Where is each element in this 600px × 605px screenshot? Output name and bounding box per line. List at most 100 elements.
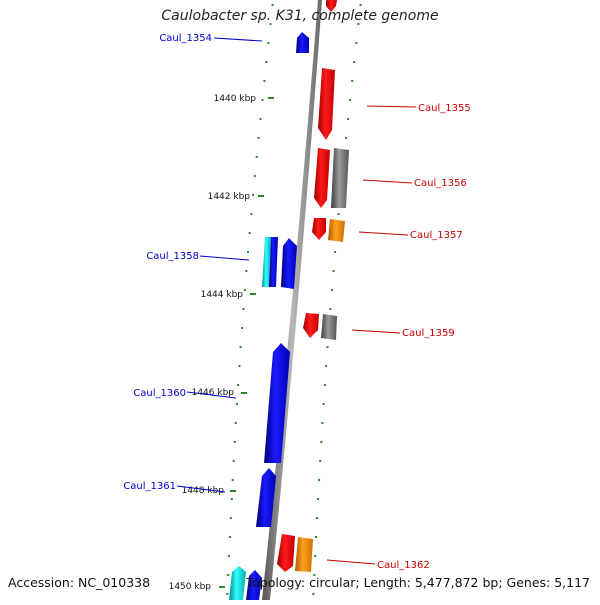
right-tick-dot: [355, 42, 358, 44]
page-title: Caulobacter sp. K31, complete genome: [161, 8, 439, 24]
right-tick-dot: [312, 593, 315, 595]
topology-text: Topology: circular; Length: 5,477,872 bp…: [246, 575, 590, 590]
left-tick-dot: [257, 137, 260, 139]
left-tick-dot: [239, 346, 242, 348]
gene-label-caul-1356[interactable]: Caul_1356: [414, 178, 467, 189]
gene-caul-1359[interactable]: [303, 313, 337, 340]
gene-caul-1360[interactable]: [264, 343, 290, 463]
gene-label-caul-1362[interactable]: Caul_1362: [377, 560, 430, 571]
scale-label: 1442 kbp: [208, 192, 251, 202]
right-tick-dot: [322, 403, 325, 405]
gene-caul-1355[interactable]: [318, 68, 335, 140]
scale-label: 1444 kbp: [201, 290, 244, 300]
scale-label: 1448 kbp: [182, 486, 225, 496]
right-tick-dot: [321, 422, 324, 424]
gene-label-caul-1361[interactable]: Caul_1361: [123, 481, 176, 492]
callout-lines: [176, 37, 417, 565]
scale-label: 1440 kbp: [214, 94, 257, 104]
left-tick-dot: [233, 441, 236, 443]
right-tick-track: [312, 4, 362, 595]
left-tick-dot: [261, 99, 264, 101]
left-tick-dot: [259, 118, 262, 120]
gene-caul-1358[interactable]: [262, 237, 297, 289]
left-tick-dot: [248, 232, 251, 234]
left-tick-dot: [269, 23, 272, 25]
left-tick-dot: [228, 555, 230, 557]
right-tick-dot: [319, 460, 322, 462]
left-tick-dot: [237, 384, 240, 386]
left-tick-dot: [232, 460, 235, 462]
left-tick-dot: [231, 479, 234, 481]
gene-label-caul-1358[interactable]: Caul_1358: [146, 251, 199, 262]
left-tick-dot: [252, 194, 254, 196]
right-tick-dot: [318, 479, 321, 481]
right-tick-dot: [345, 137, 348, 139]
right-tick-dot: [332, 270, 335, 272]
gene-caul-1356[interactable]: [314, 148, 349, 208]
left-tick-track: [226, 4, 274, 595]
left-tick-dot: [238, 365, 241, 367]
right-tick-dot: [315, 536, 318, 538]
gene-feature-bottom-partial[interactable]: [229, 566, 262, 600]
gene-label-caul-1357[interactable]: Caul_1357: [410, 230, 463, 241]
scale-1442: 1442 kbp: [208, 192, 264, 202]
right-tick-dot: [349, 99, 352, 101]
scale-1440: 1440 kbp: [214, 94, 274, 104]
left-tick-dot: [241, 327, 243, 329]
right-tick-dot: [359, 4, 362, 6]
right-tick-dot: [337, 213, 340, 215]
left-tick-dot: [242, 308, 245, 310]
left-tick-dot: [230, 498, 233, 500]
right-tick-dot: [316, 517, 319, 519]
left-tick-dot: [226, 593, 229, 595]
scale-1448: 1448 kbp: [182, 486, 236, 496]
gene-label-caul-1355[interactable]: Caul_1355: [418, 103, 471, 114]
right-tick-dot: [334, 251, 337, 253]
right-tick-dot: [317, 498, 320, 500]
scale-1450: 1450 kbp: [169, 582, 225, 592]
right-tick-dot: [353, 61, 356, 63]
left-tick-dot: [267, 42, 270, 44]
left-tick-dot: [255, 156, 258, 158]
right-tick-dot: [323, 384, 326, 386]
scale-label: 1450 kbp: [169, 582, 212, 592]
accession-text: Accession: NC_010338: [8, 575, 151, 590]
gene-caul-1354[interactable]: [296, 32, 309, 53]
right-tick-dot: [357, 23, 360, 25]
left-tick-dot: [234, 422, 237, 424]
right-tick-dot: [330, 289, 333, 291]
right-tick-dot: [329, 308, 332, 310]
left-tick-dot: [263, 80, 266, 82]
left-tick-dot: [227, 574, 230, 576]
right-tick-dot: [325, 365, 328, 367]
right-tick-dot: [320, 441, 323, 443]
right-tick-dot: [326, 346, 329, 348]
gene-caul-1362[interactable]: [277, 534, 313, 572]
gene-caul-1361[interactable]: [256, 468, 276, 527]
left-tick-dot: [236, 403, 238, 405]
left-tick-dot: [250, 213, 253, 215]
left-tick-dot: [253, 175, 256, 177]
scale-1444: 1444 kbp: [201, 290, 256, 300]
left-tick-dot: [265, 61, 268, 63]
scale-label: 1446 kbp: [192, 388, 235, 398]
gene-feature-top-partial[interactable]: [326, 0, 337, 12]
gene-label-caul-1359[interactable]: Caul_1359: [402, 328, 455, 339]
right-tick-dot: [351, 80, 354, 82]
left-tick-dot: [271, 4, 274, 6]
scale-1446: 1446 kbp: [192, 388, 247, 398]
gene-label-caul-1354[interactable]: Caul_1354: [159, 33, 212, 44]
gene-label-caul-1360[interactable]: Caul_1360: [133, 388, 186, 399]
right-tick-dot: [313, 574, 316, 576]
gene-caul-1357[interactable]: [312, 218, 345, 242]
left-tick-dot: [228, 536, 231, 538]
left-tick-dot: [247, 251, 249, 253]
genome-backbone: [262, 0, 322, 600]
left-tick-dot: [243, 289, 246, 291]
left-tick-dot: [245, 270, 248, 272]
right-tick-dot: [347, 118, 350, 120]
left-tick-dot: [229, 517, 232, 519]
right-tick-dot: [314, 555, 317, 557]
